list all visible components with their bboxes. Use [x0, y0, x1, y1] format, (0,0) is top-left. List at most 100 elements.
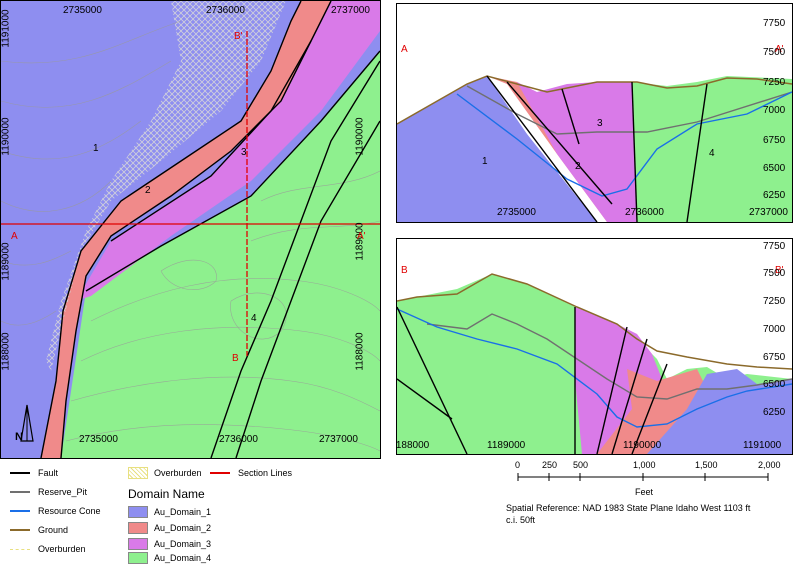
- legend-domain-3-label: Au_Domain_3: [154, 539, 212, 549]
- overburden-line-icon: [10, 548, 30, 550]
- legend-domain-2-label: Au_Domain_2: [154, 523, 212, 533]
- section-a-x-tick: 2736000: [625, 207, 664, 218]
- legend-domain-1: Au_Domain_1: [128, 506, 211, 518]
- section-a-resource-cone: [456, 91, 792, 197]
- map-domain-label-2: 2: [145, 185, 151, 196]
- legend-domain-4: Au_Domain_4: [128, 552, 211, 564]
- legend-domain-3: Au_Domain_3: [128, 538, 211, 550]
- section-a-elev: 6750: [763, 135, 786, 146]
- legend-reserve-pit-label: Reserve_Pit: [38, 487, 88, 497]
- map-top-tick: 2736000: [206, 5, 245, 16]
- section-b-elev: 7000: [763, 324, 786, 335]
- fault-line-icon: [10, 472, 30, 474]
- legend-section-lines-label: Section Lines: [238, 468, 293, 478]
- section-a-x-tick: 2737000: [749, 207, 788, 218]
- section-a-domain-label: 2: [575, 161, 581, 172]
- section-b-canvas: [397, 273, 792, 454]
- section-a-canvas: [397, 75, 792, 222]
- legend-fault-label: Fault: [38, 468, 59, 478]
- section-b-resource-cone: [397, 308, 792, 428]
- legend-overburden-pattern: Overburden: [128, 467, 202, 479]
- section-a-right-label: A': [775, 44, 784, 55]
- legend-overburden-pattern-label: Overburden: [154, 468, 202, 478]
- cross-section-b: B B' 7750 7500 7250 7000 6750 6500 6250 …: [396, 238, 793, 455]
- section-a-elev: 6500: [763, 163, 786, 174]
- legend-reserve-pit: Reserve_Pit: [10, 486, 87, 498]
- section-a-elev: 7250: [763, 77, 786, 88]
- domain-3-swatch-icon: [128, 538, 148, 550]
- ground-line-icon: [10, 529, 30, 531]
- section-a-left-label: A: [401, 44, 408, 55]
- section-a-domain-label: 4: [709, 148, 715, 159]
- map-section-label-a-prime: A': [357, 231, 366, 242]
- section-b-elev: 6500: [763, 379, 786, 390]
- cross-section-a: A A' 7750 7500 7250 7000 6750 6500 6250 …: [396, 3, 793, 223]
- overburden-pattern-icon: [128, 467, 148, 479]
- map-left-tick: 1191000: [0, 9, 12, 48]
- legend-domain-4-label: Au_Domain_4: [154, 553, 212, 563]
- section-a-elev: 6250: [763, 190, 786, 201]
- map-contours: [1, 20, 380, 452]
- legend-resource-cone: Resource Cone: [10, 505, 101, 517]
- section-line-icon: [210, 472, 230, 474]
- map-right-tick: 1188000: [354, 332, 366, 371]
- map-section-label-b-prime: B': [234, 31, 243, 42]
- map-top-tick: 2737000: [331, 5, 370, 16]
- map-left-tick: 1190000: [0, 117, 12, 156]
- section-a-elev: 7500: [763, 47, 786, 58]
- section-a-domain-1: [397, 76, 597, 222]
- map-overburden-area: [46, 1, 286, 371]
- section-a-elev: 7750: [763, 18, 786, 29]
- section-b-faults: [397, 306, 668, 454]
- section-b-elev: 7500: [763, 268, 786, 279]
- plan-map: 2735000 2736000 2737000 2735000 2736000 …: [0, 0, 381, 459]
- map-section-label-a: A: [11, 231, 18, 242]
- section-b-elev: 7750: [763, 241, 786, 252]
- scale-bar-graphic: [517, 473, 769, 481]
- map-bottom-tick: 2737000: [319, 434, 358, 445]
- map-left-tick: 1189000: [0, 242, 12, 281]
- scale-tick: 500: [573, 460, 589, 470]
- legend-ground: Ground: [10, 524, 68, 536]
- legend-domain-title: Domain Name: [128, 487, 205, 501]
- section-b-left-label: B: [401, 265, 408, 276]
- section-a-faults: [486, 75, 708, 222]
- legend-section-lines: Section Lines: [210, 467, 292, 479]
- map-bottom-tick: 2735000: [79, 434, 118, 445]
- legend-domain-1-label: Au_Domain_1: [154, 507, 212, 517]
- north-label: N: [15, 431, 23, 443]
- scale-tick: 250: [542, 460, 558, 470]
- map-bottom-tick: 2736000: [219, 434, 258, 445]
- section-a-domain-4: [632, 76, 792, 222]
- map-domain-label-4: 4: [251, 313, 257, 324]
- section-a-x-tick: 2735000: [497, 207, 536, 218]
- north-arrow-icon: [20, 404, 34, 442]
- scale-bar: 0 250 500 1,000 1,500 2,000 Feet: [490, 455, 790, 505]
- section-b-domain-2: [597, 369, 707, 454]
- section-a-domain-label: 3: [597, 118, 603, 129]
- section-a-elev: 7000: [763, 105, 786, 116]
- legend-domain-2: Au_Domain_2: [128, 522, 211, 534]
- scale-tick: 1,500: [695, 460, 718, 470]
- domain-2-swatch-icon: [128, 522, 148, 534]
- spatial-reference: Spatial Reference: NAD 1983 State Plane …: [506, 503, 751, 513]
- section-b-elev: 6750: [763, 352, 786, 363]
- section-a-reserve-pit: [466, 85, 792, 135]
- map-top-tick: 2735000: [63, 5, 102, 16]
- section-b-right-label: B': [775, 265, 784, 276]
- legend-overburden-line-label: Overburden: [38, 544, 86, 554]
- map-domain-2-area: [41, 1, 331, 458]
- section-b-reserve-pit: [426, 313, 792, 400]
- resource-cone-line-icon: [10, 510, 30, 512]
- contour-interval: c.i. 50ft: [506, 515, 536, 525]
- section-b-x-tick: 1191000: [743, 440, 782, 451]
- domain-4-swatch-icon: [128, 552, 148, 564]
- map-section-label-b: B: [232, 353, 239, 364]
- section-a-domain-label: 1: [482, 156, 488, 167]
- legend-domain-title-text: Domain Name: [128, 487, 205, 501]
- section-b-x-tick: 1188000: [396, 440, 430, 451]
- map-faults: [40, 1, 380, 458]
- map-right-tick: 1190000: [354, 117, 366, 156]
- legend-ground-label: Ground: [38, 525, 69, 535]
- section-b-elev: 7250: [763, 296, 786, 307]
